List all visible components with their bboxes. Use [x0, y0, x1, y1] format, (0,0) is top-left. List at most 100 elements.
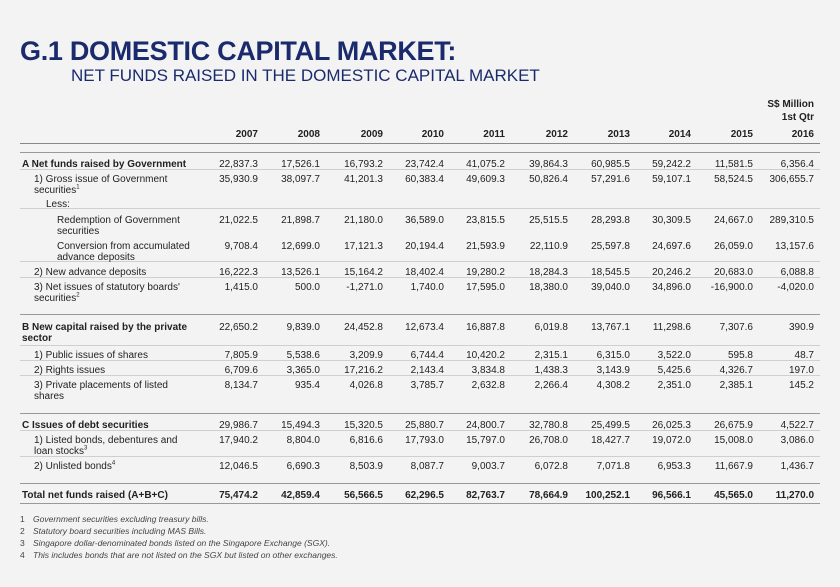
row-separator [20, 261, 820, 262]
table-cell: 11,298.6 [652, 322, 691, 333]
table-cell: 20,683.0 [714, 267, 753, 278]
year-header: 2016 [791, 129, 814, 140]
table-cell: 4,326.7 [719, 365, 753, 376]
table-cell: 60,985.5 [591, 159, 630, 170]
table-cell: 45,565.0 [714, 490, 753, 501]
table-cell: 4,026.8 [349, 380, 383, 391]
table-cell: 6,744.4 [410, 350, 444, 361]
row-label-text: 2) Rights issues [34, 365, 106, 376]
table-cell: 18,402.4 [405, 267, 444, 278]
table-cell: 24,800.7 [466, 420, 505, 431]
table-cell: 25,499.5 [591, 420, 630, 431]
table-cell: 36,589.0 [405, 215, 444, 226]
table-cell: 42,859.4 [281, 490, 320, 501]
table-cell: 7,071.8 [596, 461, 630, 472]
table-cell: 21,022.5 [219, 215, 258, 226]
table-cell: 13,526.1 [281, 267, 320, 278]
year-header: 2012 [545, 129, 568, 140]
table-cell: 6,816.6 [349, 435, 383, 446]
row-label: A Net funds raised by Government [22, 159, 202, 170]
table-cell: 17,940.2 [219, 435, 258, 446]
table-cell: 12,046.5 [219, 461, 258, 472]
table-cell: 25,597.8 [591, 241, 630, 252]
table-cell: 15,494.3 [281, 420, 320, 431]
row-label-text: 3) Net issues of statutory boards' secur… [34, 282, 180, 304]
table-cell: 28,293.8 [591, 215, 630, 226]
year-header: 2013 [607, 129, 630, 140]
footnote: 3 Singapore dollar-denominated bonds list… [20, 538, 330, 548]
table-cell: 3,522.0 [657, 350, 691, 361]
table-cell: 2,315.1 [534, 350, 568, 361]
row-label-text: Total net funds raised (A+B+C) [22, 490, 168, 501]
table-cell: 16,887.8 [466, 322, 505, 333]
year-header: 2007 [235, 129, 258, 140]
footnote-ref: 4 [111, 460, 116, 467]
row-label-text: Less: [46, 199, 70, 210]
row-label: 2) Rights issues [34, 365, 204, 376]
table-cell: 22,110.9 [529, 241, 568, 252]
section-separator [20, 152, 820, 153]
unit-label: S$ Million 1st Qtr [767, 98, 814, 124]
table-cell: 13,767.1 [591, 322, 630, 333]
row-separator [20, 208, 820, 209]
year-header: 2011 [483, 129, 505, 140]
table-cell: 59,107.1 [652, 174, 691, 185]
table-cell: 16,222.3 [219, 267, 258, 278]
year-header: 2014 [668, 129, 691, 140]
table-cell: 17,121.3 [344, 241, 383, 252]
table-cell: 21,898.7 [281, 215, 320, 226]
row-label: 2) Unlisted bonds4 [34, 461, 204, 472]
table-cell: 4,308.2 [596, 380, 630, 391]
page-title: G.1 DOMESTIC CAPITAL MARKET: [20, 36, 457, 66]
row-label-text: 2) Unlisted bonds [34, 461, 112, 472]
table-cell: 2,143.4 [410, 365, 444, 376]
footnote-text: Statutory board securities including MAS… [33, 526, 207, 536]
table-cell: 2,385.1 [719, 380, 753, 391]
row-separator [20, 430, 820, 431]
row-label: B New capital raised by the private sect… [22, 322, 202, 344]
footnote-ref: 3 [84, 445, 88, 452]
table-cell: 145.2 [788, 380, 814, 391]
table-cell: 6,709.6 [224, 365, 258, 376]
table-cell: 59,242.2 [652, 159, 691, 170]
table-cell: 3,834.8 [471, 365, 505, 376]
footnote: 1 Government securities excluding treasur… [20, 514, 209, 524]
table-cell: 100,252.1 [585, 490, 631, 501]
table-cell: 19,280.2 [466, 267, 505, 278]
table-cell: 18,380.0 [529, 282, 568, 293]
row-label: 3) Net issues of statutory boards' secur… [34, 282, 194, 304]
table-cell: 49,609.3 [466, 174, 505, 185]
row-label: 2) New advance deposits [34, 267, 204, 278]
table-cell: 3,086.0 [780, 435, 814, 446]
table-cell: 9,003.7 [471, 461, 505, 472]
table-cell: 38,097.7 [281, 174, 320, 185]
table-cell: 25,515.5 [529, 215, 568, 226]
row-label: Total net funds raised (A+B+C) [22, 490, 202, 501]
table-cell: 10,420.2 [466, 350, 505, 361]
table-cell: 22,837.3 [219, 159, 258, 170]
year-header: 2015 [730, 129, 753, 140]
table-cell: 11,581.5 [714, 159, 753, 170]
table-cell: 8,804.0 [286, 435, 320, 446]
row-label: Redemption of Government securities [57, 215, 197, 237]
footnote-text: This includes bonds that are not listed … [33, 550, 338, 560]
table-cell: 26,059.0 [714, 241, 753, 252]
table-cell: 390.9 [788, 322, 814, 333]
unit-currency: S$ Million [767, 99, 814, 110]
footnote-ref: 2 [76, 292, 80, 299]
row-label: C Issues of debt securities [22, 420, 202, 431]
table-cell: 23,742.4 [405, 159, 444, 170]
table-cell: 23,815.5 [466, 215, 505, 226]
table-cell: 20,194.4 [405, 241, 444, 252]
row-label-text: 3) Private placements of listed shares [34, 380, 168, 402]
table-cell: 96,566.1 [652, 490, 691, 501]
table-cell: 26,025.3 [652, 420, 691, 431]
row-label: Conversion from accumulated advance depo… [57, 241, 202, 263]
row-label: 1) Gross issue of Government securities1 [34, 174, 184, 196]
table-cell: 24,697.6 [652, 241, 691, 252]
row-label-text: Redemption of Government securities [57, 215, 180, 237]
table-cell: 6,019.8 [534, 322, 568, 333]
row-label-text: 1) Listed bonds, debentures and loan sto… [34, 435, 178, 457]
table-cell: 17,793.0 [405, 435, 444, 446]
section-separator [20, 314, 820, 315]
